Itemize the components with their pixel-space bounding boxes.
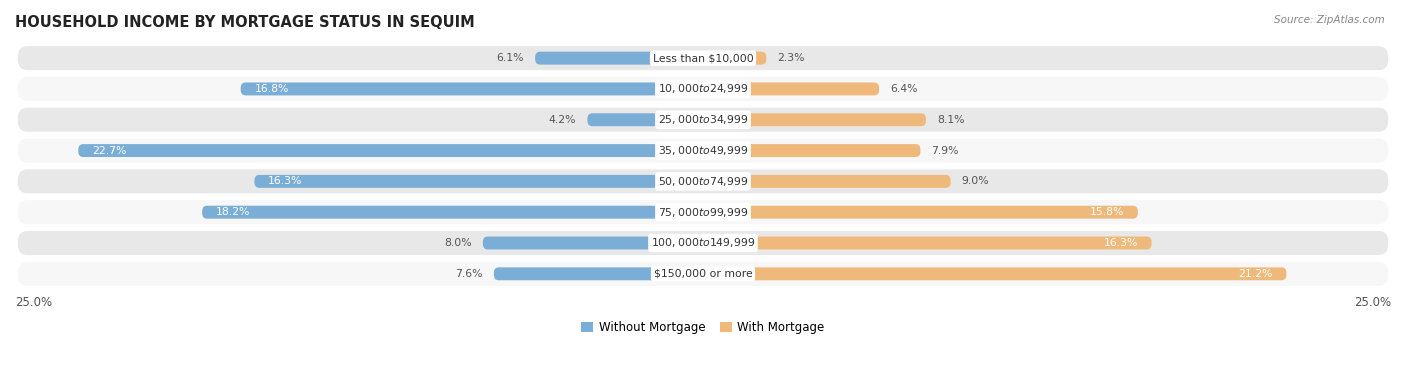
Text: $150,000 or more: $150,000 or more [654, 269, 752, 279]
FancyBboxPatch shape [703, 267, 1286, 280]
FancyBboxPatch shape [494, 267, 703, 280]
Text: 7.9%: 7.9% [931, 146, 959, 156]
Text: 9.0%: 9.0% [962, 177, 990, 186]
Text: 8.0%: 8.0% [444, 238, 472, 248]
Text: 22.7%: 22.7% [91, 146, 127, 156]
Text: 16.8%: 16.8% [254, 84, 288, 94]
FancyBboxPatch shape [703, 82, 879, 95]
FancyBboxPatch shape [703, 52, 766, 65]
FancyBboxPatch shape [18, 139, 1388, 163]
Text: $35,000 to $49,999: $35,000 to $49,999 [658, 144, 748, 157]
Text: $100,000 to $149,999: $100,000 to $149,999 [651, 237, 755, 249]
Legend: Without Mortgage, With Mortgage: Without Mortgage, With Mortgage [581, 321, 825, 334]
Text: $10,000 to $24,999: $10,000 to $24,999 [658, 82, 748, 96]
FancyBboxPatch shape [18, 262, 1388, 286]
Text: Source: ZipAtlas.com: Source: ZipAtlas.com [1274, 15, 1385, 25]
Text: 25.0%: 25.0% [1354, 296, 1391, 309]
Text: 2.3%: 2.3% [778, 53, 804, 63]
Text: 25.0%: 25.0% [15, 296, 52, 309]
Text: $75,000 to $99,999: $75,000 to $99,999 [658, 206, 748, 219]
Text: 4.2%: 4.2% [548, 115, 576, 125]
FancyBboxPatch shape [18, 200, 1388, 224]
Text: HOUSEHOLD INCOME BY MORTGAGE STATUS IN SEQUIM: HOUSEHOLD INCOME BY MORTGAGE STATUS IN S… [15, 15, 475, 30]
Text: 18.2%: 18.2% [217, 207, 250, 217]
Text: $25,000 to $34,999: $25,000 to $34,999 [658, 113, 748, 126]
Text: Less than $10,000: Less than $10,000 [652, 53, 754, 63]
FancyBboxPatch shape [703, 237, 1152, 249]
FancyBboxPatch shape [18, 231, 1388, 255]
Text: 21.2%: 21.2% [1239, 269, 1272, 279]
FancyBboxPatch shape [18, 108, 1388, 132]
Text: 15.8%: 15.8% [1090, 207, 1123, 217]
FancyBboxPatch shape [536, 52, 703, 65]
Text: 16.3%: 16.3% [269, 177, 302, 186]
FancyBboxPatch shape [588, 113, 703, 126]
FancyBboxPatch shape [18, 46, 1388, 70]
FancyBboxPatch shape [703, 206, 1137, 218]
FancyBboxPatch shape [703, 144, 921, 157]
Text: 6.4%: 6.4% [890, 84, 918, 94]
FancyBboxPatch shape [79, 144, 703, 157]
Text: 8.1%: 8.1% [936, 115, 965, 125]
FancyBboxPatch shape [482, 237, 703, 249]
Text: 16.3%: 16.3% [1104, 238, 1137, 248]
Text: 7.6%: 7.6% [456, 269, 482, 279]
Text: 6.1%: 6.1% [496, 53, 524, 63]
FancyBboxPatch shape [240, 82, 703, 95]
FancyBboxPatch shape [254, 175, 703, 188]
Text: $50,000 to $74,999: $50,000 to $74,999 [658, 175, 748, 188]
FancyBboxPatch shape [703, 175, 950, 188]
FancyBboxPatch shape [18, 169, 1388, 194]
FancyBboxPatch shape [202, 206, 703, 218]
FancyBboxPatch shape [703, 113, 927, 126]
FancyBboxPatch shape [18, 77, 1388, 101]
